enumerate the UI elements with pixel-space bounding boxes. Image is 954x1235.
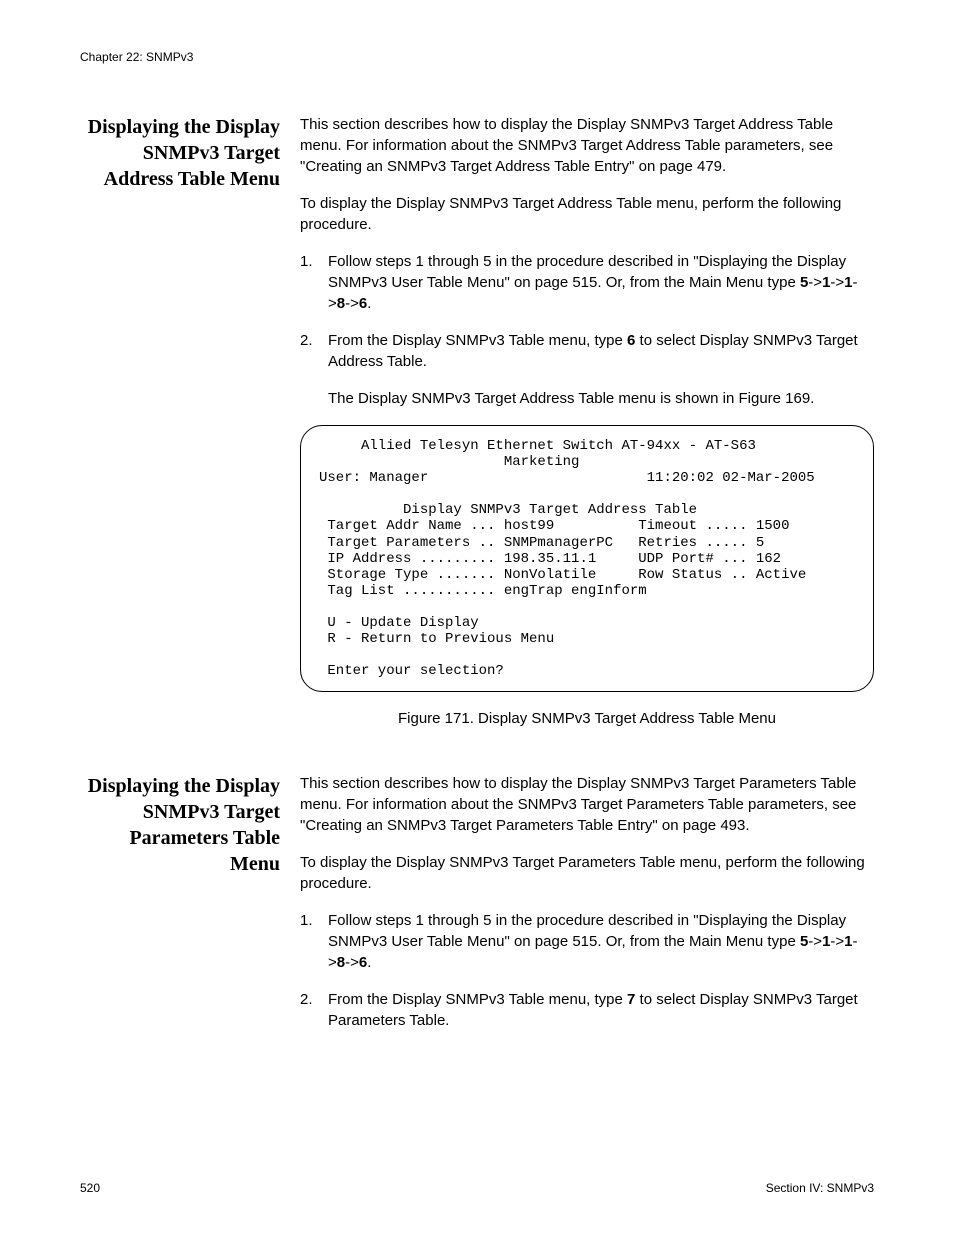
section-target-params: Displaying the Display SNMPv3 Target Par… (80, 773, 874, 1047)
s2-step1: 1. Follow steps 1 through 5 in the proce… (300, 910, 874, 973)
s1-step1-j: 6 (359, 295, 367, 312)
s1-step1-a: Follow steps 1 through 5 in the procedur… (328, 253, 846, 291)
page-number: 520 (80, 1181, 100, 1195)
section-target-address: Displaying the Display SNMPv3 Target Add… (80, 114, 874, 753)
term-l2: Marketing (319, 454, 579, 470)
body-col-1: This section describes how to display th… (300, 114, 874, 753)
s2-step1-body: Follow steps 1 through 5 in the procedur… (328, 910, 874, 973)
s1-step2-num: 2. (300, 330, 328, 409)
s2-step1-h: 8 (337, 954, 345, 971)
term-l5: Display SNMPv3 Target Address Table (319, 502, 697, 518)
s1-step1-text: Follow steps 1 through 5 in the procedur… (328, 251, 874, 314)
section-label: Section IV: SNMPv3 (766, 1181, 874, 1195)
s1-step2-p2: The Display SNMPv3 Target Address Table … (328, 388, 874, 409)
s1-step1-f: 1 (844, 274, 852, 291)
s1-step1-num: 1. (300, 251, 328, 314)
body-col-2: This section describes how to display th… (300, 773, 874, 1047)
s1-step2-a: From the Display SNMPv3 Table menu, type (328, 332, 627, 349)
s2-step1-text: Follow steps 1 through 5 in the procedur… (328, 910, 874, 973)
s2-step1-k: . (367, 954, 371, 971)
s2-p2: To display the Display SNMPv3 Target Par… (300, 852, 874, 894)
s2-step2-body: From the Display SNMPv3 Table menu, type… (328, 989, 874, 1031)
page: Chapter 22: SNMPv3 Displaying the Displa… (0, 0, 954, 1235)
s1-step1-h: 8 (337, 295, 345, 312)
s2-p1: This section describes how to display th… (300, 773, 874, 836)
term-l1: Allied Telesyn Ethernet Switch AT-94xx -… (319, 438, 756, 454)
term-l13: R - Return to Previous Menu (319, 631, 554, 647)
side-heading-1: Displaying the Display SNMPv3 Target Add… (80, 114, 300, 753)
term-l7: Target Parameters .. SNMPmanagerPC Retri… (319, 535, 764, 551)
s2-step1-f: 1 (844, 933, 852, 950)
s2-step1-a: Follow steps 1 through 5 in the procedur… (328, 912, 846, 950)
s2-step2-num: 2. (300, 989, 328, 1031)
term-l6: Target Addr Name ... host99 Timeout ....… (319, 518, 789, 534)
term-l9: Storage Type ....... NonVolatile Row Sta… (319, 567, 806, 583)
s1-step2: 2. From the Display SNMPv3 Table menu, t… (300, 330, 874, 409)
figure-caption: Figure 171. Display SNMPv3 Target Addres… (300, 708, 874, 729)
s2-step1-i: -> (345, 954, 359, 971)
s1-step1-body: Follow steps 1 through 5 in the procedur… (328, 251, 874, 314)
term-l8: IP Address ......... 198.35.11.1 UDP Por… (319, 551, 781, 567)
s2-step1-j: 6 (359, 954, 367, 971)
s1-p2: To display the Display SNMPv3 Target Add… (300, 193, 874, 235)
s1-step1-e: -> (830, 274, 844, 291)
footer: 520 Section IV: SNMPv3 (80, 1181, 874, 1195)
term-l12: U - Update Display (319, 615, 479, 631)
s2-step2: 2. From the Display SNMPv3 Table menu, t… (300, 989, 874, 1031)
term-l3: User: Manager 11:20:02 02-Mar-2005 (319, 470, 815, 486)
term-l10: Tag List ........... engTrap engInform (319, 583, 647, 599)
s2-step1-e: -> (830, 933, 844, 950)
s1-step1-i: -> (345, 295, 359, 312)
s2-step1-c: -> (808, 933, 822, 950)
s1-step1-k: . (367, 295, 371, 312)
term-l15: Enter your selection? (319, 663, 504, 679)
side-heading-2: Displaying the Display SNMPv3 Target Par… (80, 773, 300, 1047)
s1-p1: This section describes how to display th… (300, 114, 874, 177)
terminal-box: Allied Telesyn Ethernet Switch AT-94xx -… (300, 425, 874, 692)
s1-step2-text: From the Display SNMPv3 Table menu, type… (328, 330, 874, 372)
s2-step2-text: From the Display SNMPv3 Table menu, type… (328, 989, 874, 1031)
s1-step1-c: -> (808, 274, 822, 291)
s1-step1: 1. Follow steps 1 through 5 in the proce… (300, 251, 874, 314)
chapter-header: Chapter 22: SNMPv3 (80, 50, 874, 64)
s1-step2-body: From the Display SNMPv3 Table menu, type… (328, 330, 874, 409)
s2-step1-num: 1. (300, 910, 328, 973)
s2-step2-a: From the Display SNMPv3 Table menu, type (328, 991, 627, 1008)
